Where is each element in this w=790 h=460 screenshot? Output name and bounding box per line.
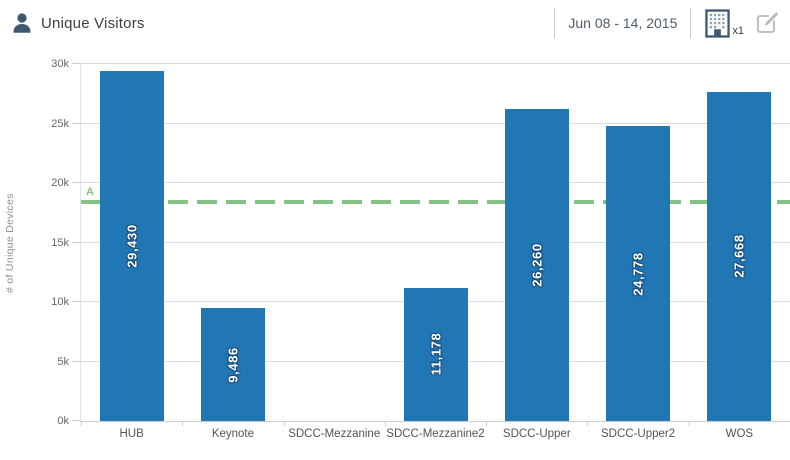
y-tick-mark xyxy=(72,182,81,183)
edit-icon xyxy=(757,12,779,33)
y-tick-mark xyxy=(72,420,81,421)
y-tick-label: 0k xyxy=(57,415,69,427)
bar-value-label: 26,260 xyxy=(529,243,545,287)
edit-button[interactable] xyxy=(754,10,780,36)
x-tick-mark xyxy=(182,421,184,426)
x-tick-label: HUB xyxy=(119,428,144,440)
x-tick-mark xyxy=(384,421,386,426)
x-tick-label: SDCC-Upper xyxy=(502,428,571,440)
y-tick-mark xyxy=(72,360,81,362)
y-tick-label: 10k xyxy=(51,296,69,309)
building-count-label: x1 xyxy=(732,24,744,37)
x-tick-label: Keynote xyxy=(211,428,255,440)
date-range-label: Jun 08 - 14, 2015 xyxy=(568,15,678,31)
x-tick-label: SDCC-Mezzanine xyxy=(288,428,381,440)
gridline xyxy=(81,63,790,64)
gridline xyxy=(81,182,790,183)
date-range-selector[interactable]: Jun 08 - 14, 2015 xyxy=(554,8,692,38)
gridline xyxy=(81,122,790,124)
plot-area: 0k 5k 10k 15k 20k 25k 30k A 29,430 HUB 9,486 Keynot… xyxy=(51,58,790,440)
gridline xyxy=(81,241,790,243)
bar-value-label: 11,178 xyxy=(428,333,443,376)
bar: 24,778 xyxy=(606,126,671,421)
bar-chart: # of Unique Devices 0k 5k 10k 15k 20k 25k 30k A… xyxy=(0,46,790,460)
y-tick-label: 5k xyxy=(57,355,69,368)
y-tick-mark xyxy=(72,122,81,124)
building-filter-button[interactable]: x1 xyxy=(705,8,744,38)
y-tick-mark xyxy=(72,241,81,243)
bar-value-label: 9,486 xyxy=(225,346,241,383)
y-tick-label: 25k xyxy=(51,117,69,130)
bar-value-label: 24,778 xyxy=(630,251,646,296)
building-icon xyxy=(705,8,731,38)
x-tick-mark xyxy=(587,421,589,426)
bar-value-label: 29,430 xyxy=(124,224,140,268)
bar: 27,668 xyxy=(707,91,772,421)
person-icon xyxy=(10,11,34,35)
header-controls: Jun 08 - 14, 2015 x1 xyxy=(554,8,782,38)
x-tick-mark xyxy=(486,421,488,426)
bar: 29,430 xyxy=(99,70,164,421)
x-tick-label: WOS xyxy=(725,428,754,440)
bar-value-label: 27,668 xyxy=(731,234,747,279)
bar: 26,260 xyxy=(504,108,569,421)
bar: 11,178 xyxy=(403,287,468,421)
average-reference-line xyxy=(81,200,790,205)
y-tick-label: 15k xyxy=(51,236,69,249)
y-tick-label: 20k xyxy=(51,177,69,190)
widget-title: Unique Visitors xyxy=(41,14,145,32)
x-tick-label: SDCC-Upper2 xyxy=(600,428,676,440)
x-tick-label: SDCC-Mezzanine2 xyxy=(386,428,485,440)
y-tick-label: 30k xyxy=(51,58,69,70)
x-tick-mark xyxy=(81,421,82,426)
x-tick-mark xyxy=(283,421,285,426)
widget-header: Unique Visitors Jun 08 - 14, 2015 x1 xyxy=(0,0,790,46)
y-axis-title: # of Unique Devices xyxy=(4,193,16,293)
x-tick-mark xyxy=(688,421,690,426)
y-tick-mark xyxy=(72,63,81,64)
average-line-label: A xyxy=(86,186,94,199)
y-tick-mark xyxy=(72,301,81,302)
bar: 9,486 xyxy=(200,308,265,421)
